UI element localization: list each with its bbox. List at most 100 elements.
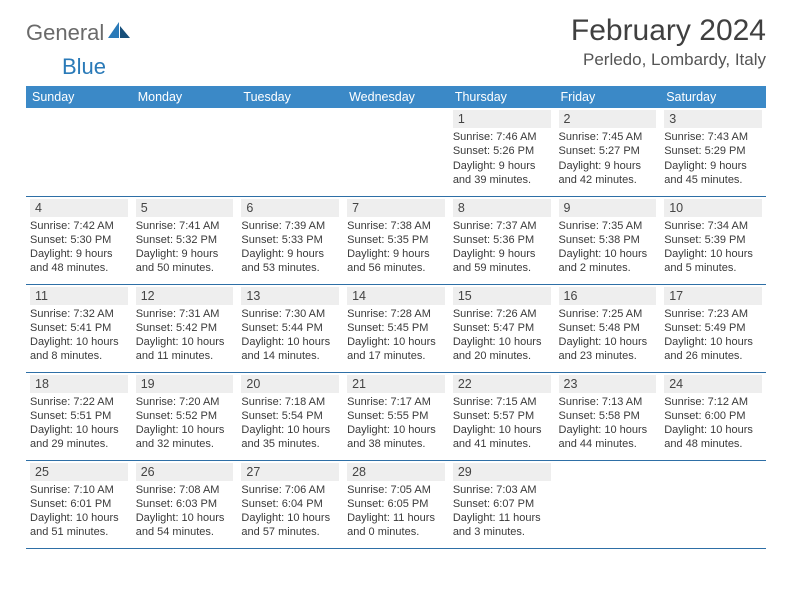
sunrise-line: Sunrise: 7:25 AM	[559, 307, 657, 321]
calendar-cell	[237, 108, 343, 196]
calendar-cell: 2 Sunrise: 7:45 AMSunset: 5:27 PMDaylight…	[555, 108, 661, 196]
calendar-row: 11 Sunrise: 7:32 AMSunset: 5:41 PM Dayligh…	[26, 284, 766, 372]
calendar-row: 25Sunrise: 7:10 AMSunset: 6:01 PMDayligh…	[26, 460, 766, 548]
sail-icon	[108, 22, 130, 45]
sunset-line: Sunset: 5:44 PM	[241, 321, 339, 335]
sunrise-line: Sunrise: 7:35 AM	[559, 219, 657, 233]
calendar-cell	[26, 108, 132, 196]
day-number: 16	[559, 287, 657, 305]
daylight-line: Daylight: 10 hours and 23 minutes.	[559, 335, 657, 364]
sunrise-line: Sunrise: 7:45 AM	[559, 130, 657, 144]
page-title: February 2024	[571, 14, 766, 48]
day-number: 25	[30, 463, 128, 481]
day-number: 5	[136, 199, 234, 217]
sunset-line: Sunset: 5:41 PM	[30, 321, 128, 335]
calendar-cell: 27Sunrise: 7:06 AMSunset: 6:04 PMDayligh…	[237, 460, 343, 548]
calendar-cell: 28Sunrise: 7:05 AMSunset: 6:05 PMDayligh…	[343, 460, 449, 548]
sunrise-line: Sunrise: 7:46 AM	[453, 130, 551, 144]
daylight-line: Daylight: 10 hours and 5 minutes.	[664, 247, 762, 276]
daylight-line: Daylight: 9 hours and 48 minutes.	[30, 247, 128, 276]
sunrise-line: Sunrise: 7:10 AM	[30, 483, 128, 497]
calendar-cell: 16 Sunrise: 7:25 AMSunset: 5:48 PMDayligh…	[555, 284, 661, 372]
day-number: 3	[664, 110, 762, 128]
calendar-cell: 19Sunrise: 7:20 AMSunset: 5:52 PMDayligh…	[132, 372, 238, 460]
daylight-line: Daylight: 10 hours and 17 minutes.	[347, 335, 445, 364]
sunrise-line: Sunrise: 7:03 AM	[453, 483, 551, 497]
daylight-line: Daylight: 9 hours and 45 minutes.	[664, 159, 762, 188]
calendar-cell: 9Sunrise: 7:35 AMSunset: 5:38 PMDaylight…	[555, 196, 661, 284]
sunrise-line: Sunrise: 7:13 AM	[559, 395, 657, 409]
calendar-cell: 17Sunrise: 7:23 AMSunset: 5:49 PMDayligh…	[660, 284, 766, 372]
daylight-line: Daylight: 10 hours and 44 minutes.	[559, 423, 657, 452]
day-number: 19	[136, 375, 234, 393]
sunset-line: Sunset: 5:58 PM	[559, 409, 657, 423]
day-number: 22	[453, 375, 551, 393]
daylight-line: Daylight: 10 hours and 20 minutes.	[453, 335, 551, 364]
sunrise-line: Sunrise: 7:41 AM	[136, 219, 234, 233]
day-header: Monday	[132, 86, 238, 108]
sunset-line: Sunset: 5:33 PM	[241, 233, 339, 247]
sunrise-line: Sunrise: 7:23 AM	[664, 307, 762, 321]
calendar-cell: 14Sunrise: 7:28 AMSunset: 5:45 PMDayligh…	[343, 284, 449, 372]
sunset-line: Sunset: 5:36 PM	[453, 233, 551, 247]
day-number: 27	[241, 463, 339, 481]
daylight-line: Daylight: 10 hours and 41 minutes.	[453, 423, 551, 452]
day-number: 21	[347, 375, 445, 393]
day-number: 2	[559, 110, 657, 128]
daylight-line: Daylight: 9 hours and 39 minutes.	[453, 159, 551, 188]
sunrise-line: Sunrise: 7:20 AM	[136, 395, 234, 409]
daylight-line: Daylight: 11 hours and 3 minutes.	[453, 511, 551, 540]
day-number: 9	[559, 199, 657, 217]
calendar-cell: 11Sunrise: 7:32 AMSunset: 5:41 PMDayligh…	[26, 284, 132, 372]
sunset-line: Sunset: 5:27 PM	[559, 144, 657, 158]
calendar-cell: 7Sunrise: 7:38 AMSunset: 5:35 PMDaylight…	[343, 196, 449, 284]
calendar-cell: 22Sunrise: 7:15 AMSunset: 5:57 PMDayligh…	[449, 372, 555, 460]
daylight-line: Daylight: 10 hours and 26 minutes.	[664, 335, 762, 364]
calendar-cell	[343, 108, 449, 196]
calendar-cell: 20Sunrise: 7:18 AMSunset: 5:54 PMDayligh…	[237, 372, 343, 460]
sunrise-line: Sunrise: 7:34 AM	[664, 219, 762, 233]
sunset-line: Sunset: 5:51 PM	[30, 409, 128, 423]
sunset-line: Sunset: 5:47 PM	[453, 321, 551, 335]
sunset-line: Sunset: 6:04 PM	[241, 497, 339, 511]
sunrise-line: Sunrise: 7:32 AM	[30, 307, 128, 321]
sunrise-line: Sunrise: 7:39 AM	[241, 219, 339, 233]
day-header: Wednesday	[343, 86, 449, 108]
daylight-line: Daylight: 9 hours and 59 minutes.	[453, 247, 551, 276]
calendar-row: 4Sunrise: 7:42 AMSunset: 5:30 PMDaylight…	[26, 196, 766, 284]
daylight-line: Daylight: 10 hours and 29 minutes.	[30, 423, 128, 452]
sunrise-line: Sunrise: 7:26 AM	[453, 307, 551, 321]
calendar-cell: 21Sunrise: 7:17 AMSunset: 5:55 PMDayligh…	[343, 372, 449, 460]
day-number: 13	[241, 287, 339, 305]
sunrise-line: Sunrise: 7:17 AM	[347, 395, 445, 409]
calendar-table: SundayMondayTuesdayWednesdayThursdayFrid…	[26, 86, 766, 549]
calendar-header-row: SundayMondayTuesdayWednesdayThursdayFrid…	[26, 86, 766, 108]
sunset-line: Sunset: 5:48 PM	[559, 321, 657, 335]
sunrise-line: Sunrise: 7:30 AM	[241, 307, 339, 321]
sunrise-line: Sunrise: 7:31 AM	[136, 307, 234, 321]
calendar-cell: 13Sunrise: 7:30 AMSunset: 5:44 PMDayligh…	[237, 284, 343, 372]
day-number: 1	[453, 110, 551, 128]
daylight-line: Daylight: 9 hours and 42 minutes.	[559, 159, 657, 188]
calendar-cell	[555, 460, 661, 548]
day-header: Saturday	[660, 86, 766, 108]
calendar-cell: 24Sunrise: 7:12 AMSunset: 6:00 PMDayligh…	[660, 372, 766, 460]
day-header: Friday	[555, 86, 661, 108]
brand-logo: General	[26, 20, 132, 46]
sunrise-line: Sunrise: 7:22 AM	[30, 395, 128, 409]
sunrise-line: Sunrise: 7:12 AM	[664, 395, 762, 409]
day-number: 7	[347, 199, 445, 217]
daylight-line: Daylight: 10 hours and 48 minutes.	[664, 423, 762, 452]
daylight-line: Daylight: 10 hours and 11 minutes.	[136, 335, 234, 364]
day-header: Tuesday	[237, 86, 343, 108]
sunset-line: Sunset: 6:00 PM	[664, 409, 762, 423]
day-number: 11	[30, 287, 128, 305]
sunset-line: Sunset: 6:07 PM	[453, 497, 551, 511]
calendar-cell: 10Sunrise: 7:34 AMSunset: 5:39 PMDayligh…	[660, 196, 766, 284]
calendar-cell: 25Sunrise: 7:10 AMSunset: 6:01 PMDayligh…	[26, 460, 132, 548]
daylight-line: Daylight: 10 hours and 32 minutes.	[136, 423, 234, 452]
calendar-cell: 18Sunrise: 7:22 AMSunset: 5:51 PMDayligh…	[26, 372, 132, 460]
day-number: 12	[136, 287, 234, 305]
day-number: 29	[453, 463, 551, 481]
daylight-line: Daylight: 10 hours and 54 minutes.	[136, 511, 234, 540]
